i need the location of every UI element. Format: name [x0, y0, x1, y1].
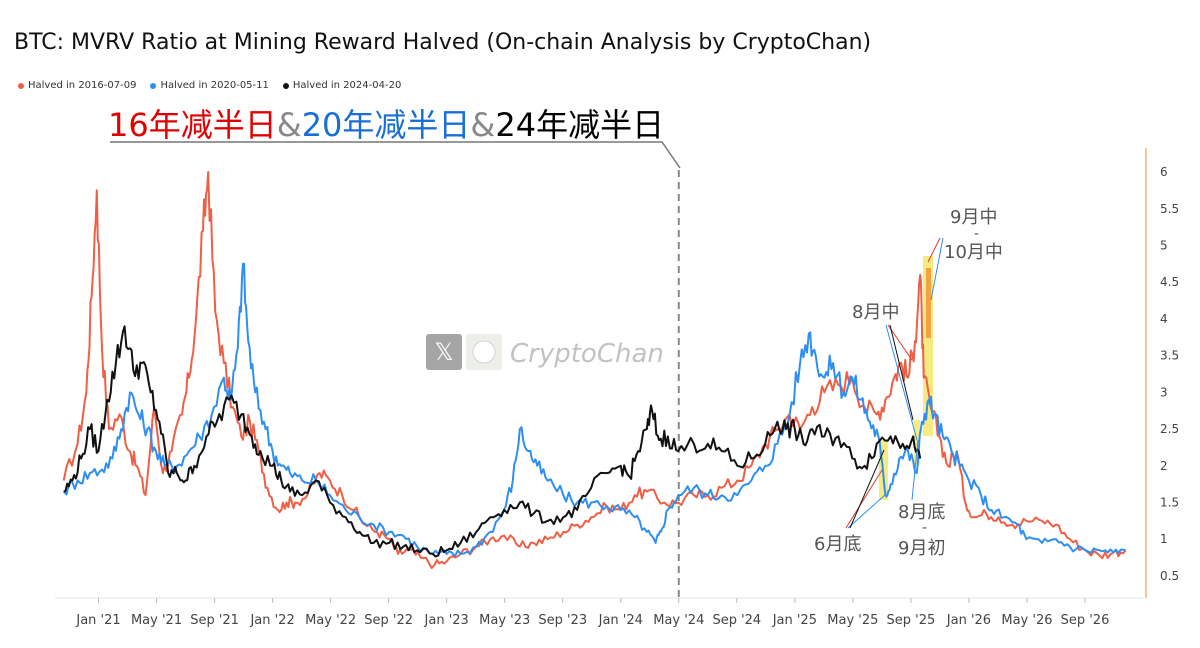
x-tick-label: Jan '22 [249, 613, 294, 628]
annotation-arrows [845, 237, 944, 529]
banner-2020: 20年减半日 [301, 106, 471, 144]
x-tick-label: May '22 [305, 613, 356, 628]
annotation-dash-1: - [974, 226, 979, 242]
legend-label-2016: Halved in 2016-07-09 [28, 80, 137, 91]
y-tick-label: 4.5 [1160, 275, 1179, 289]
x-tick-label: May '24 [653, 613, 704, 628]
halving-banner: 16年减半日&20年减半日&24年减半日 [108, 100, 664, 146]
highlight-sep-oct [923, 256, 933, 436]
arrow-a6-blue [847, 494, 886, 529]
annotation-dash-2: - [922, 520, 927, 536]
y-tick-label: 3.5 [1160, 349, 1179, 363]
arrow-a6-black [849, 449, 885, 529]
legend-dot-2024 [282, 82, 289, 89]
banner-amp-1: & [276, 106, 302, 144]
legend-item-2024[interactable]: Halved in 2024-04-20 [282, 80, 402, 91]
arrow-a1-blue [930, 237, 944, 301]
legend-label-2020: Halved in 2020-05-11 [160, 80, 269, 91]
x-tick-label: Jan '24 [598, 613, 643, 628]
x-tick-label: Sep '24 [712, 613, 761, 628]
legend-item-2020[interactable]: Halved in 2020-05-11 [150, 80, 269, 91]
arrow-a4 [911, 439, 919, 501]
y-tick-label: 5.5 [1160, 202, 1179, 216]
annotation-aug-end: 8月底 [898, 502, 945, 523]
highlight-sep-oct-core [926, 268, 931, 338]
legend-item-2016[interactable]: Halved in 2016-07-09 [18, 80, 136, 91]
watermark: 𝕏 CryptoChan [426, 334, 664, 370]
arrow-a6-red [845, 469, 883, 529]
x-tick-label: Sep '25 [887, 613, 936, 628]
legend: Halved in 2016-07-09 Halved in 2020-05-1… [18, 80, 401, 91]
legend-label-2024: Halved in 2024-04-20 [292, 80, 402, 91]
series-line-0 [62, 171, 1127, 570]
legend-dot-2016 [18, 82, 24, 89]
x-tick-label: Jan '23 [424, 613, 469, 628]
series-line-2 [63, 325, 922, 558]
x-tick-label: May '25 [827, 613, 878, 628]
x-tick-label: May '21 [131, 613, 182, 628]
y-tick-label: 1.5 [1160, 496, 1179, 510]
x-tick-label: May '26 [1001, 613, 1052, 628]
x-logo-icon [426, 334, 462, 370]
x-tick-label: Sep '21 [190, 613, 239, 628]
mascot-face-icon [472, 340, 496, 364]
arrow-a3-red [887, 324, 913, 361]
banner-connector [110, 141, 681, 169]
arrow-a1-red [927, 237, 941, 263]
watermark-text: CryptoChan [510, 339, 664, 369]
banner-amp-2: & [470, 106, 496, 144]
series-lines [62, 171, 1127, 570]
x-tick-label: Sep '22 [364, 613, 413, 628]
y-tick-label: 4 [1160, 312, 1168, 326]
x-tick-label: Jan '26 [946, 613, 991, 628]
banner-2024: 24年减半日 [495, 106, 665, 144]
axes: Jan '21 May '21 Sep '21 Jan '22 May '22 Sep '… [55, 148, 1179, 628]
y-tick-label: 3 [1160, 385, 1168, 399]
annotation-june-end: 6月底 [814, 534, 861, 555]
y-tick-label: 0.5 [1160, 569, 1179, 583]
chart-title: BTC: MVRV Ratio at Mining Reward Halved … [14, 30, 872, 55]
banner-2016: 16年减半日 [108, 106, 277, 144]
arrow-a3-black [889, 324, 914, 421]
x-tick-label: Sep '23 [538, 613, 587, 628]
annotation-sep-mid: 9月中 [950, 207, 997, 228]
series-line-1 [62, 262, 1126, 558]
x-tick-label: Sep '26 [1061, 613, 1110, 628]
y-tick-label: 5 [1160, 238, 1168, 252]
annotations: 9月中 - 10月中 8月中 8月底 - 9月初 6月底 [814, 207, 1003, 559]
x-tick-label: May '23 [479, 613, 530, 628]
annotation-sep-start: 9月初 [898, 538, 945, 559]
annotation-oct-mid: 10月中 [944, 242, 1003, 263]
y-tick-label: 6 [1160, 165, 1168, 179]
x-tick-label: Jan '21 [75, 613, 120, 628]
y-tick-label: 1 [1160, 532, 1168, 546]
y-tick-label: 2 [1160, 459, 1168, 473]
y-tick-label: 2.5 [1160, 422, 1179, 436]
x-tick-label: Jan '25 [772, 613, 817, 628]
legend-dot-2020 [150, 82, 157, 89]
x-logo-glyph: 𝕏 [434, 338, 453, 366]
arrow-a3-blue [885, 324, 918, 441]
highlight-aug-end [914, 420, 920, 465]
annotation-aug-mid: 8月中 [852, 302, 899, 323]
